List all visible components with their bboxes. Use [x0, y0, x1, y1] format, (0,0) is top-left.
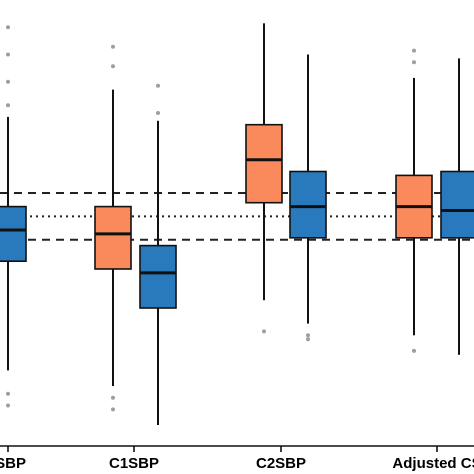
outlier-point — [306, 337, 310, 342]
tick-label-c2sbp: C2SBP — [256, 455, 306, 472]
outlier-point — [6, 103, 10, 108]
outlier-point — [262, 329, 266, 334]
tick-label-c1sbp: C1SBP — [109, 455, 159, 472]
box-iqr — [139, 244, 177, 309]
box-iqr — [94, 205, 132, 270]
box-c1sbp-orange — [94, 44, 132, 412]
tick-label-sbp: SBP — [0, 455, 26, 472]
box-adjusted-cs-blue — [440, 58, 474, 355]
outlier-point — [111, 395, 115, 400]
outlier-point — [111, 64, 115, 69]
box-sbp-blue — [0, 25, 27, 408]
x-tick-labels: SBP C1SBP C2SBP Adjusted CS — [0, 455, 474, 472]
outlier-point — [6, 25, 10, 30]
box-iqr — [0, 205, 27, 263]
box-c2sbp-blue — [289, 54, 327, 342]
outlier-point — [412, 348, 416, 353]
box-iqr — [440, 170, 474, 239]
outlier-point — [306, 333, 310, 338]
x-ticks — [7, 446, 438, 452]
box-iqr — [245, 123, 283, 204]
outlier-point — [111, 44, 115, 49]
box-group — [0, 23, 474, 425]
outlier-point — [6, 403, 10, 408]
outlier-point — [6, 52, 10, 57]
outlier-point — [6, 79, 10, 84]
outlier-point — [412, 48, 416, 53]
box-adjusted-cs-orange — [395, 48, 433, 353]
box-c2sbp-orange — [245, 23, 283, 334]
outlier-point — [111, 407, 115, 412]
reference-lines — [0, 191, 474, 241]
box-iqr — [289, 170, 327, 239]
outlier-point — [412, 60, 416, 65]
box-c1sbp-blue — [139, 83, 177, 425]
outlier-point — [156, 111, 160, 115]
outlier-point — [6, 391, 10, 396]
tick-label-adjusted-cs: Adjusted CS — [392, 455, 474, 472]
outlier-point — [156, 83, 160, 88]
